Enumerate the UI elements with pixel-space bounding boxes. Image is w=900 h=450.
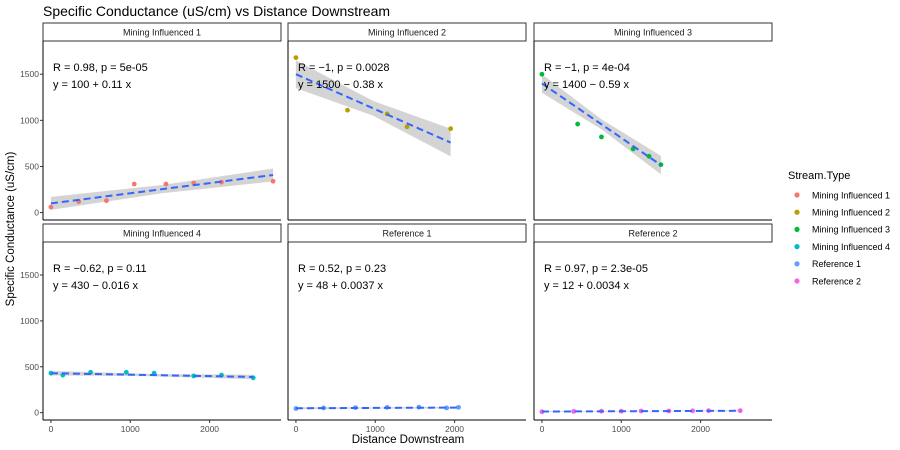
legend-key: [794, 192, 800, 198]
facet-panel: Reference 2 0 1000 2000 R = 0.97, p = 2.3e-0…: [533, 223, 773, 434]
y-tick-label: 0: [34, 208, 39, 218]
y-tick-label: 500: [25, 362, 39, 372]
correlation-annotation: R = 0.98, p = 5e-05: [53, 62, 148, 74]
x-tick-label: 2000: [200, 424, 219, 434]
regression-equation: y = 1400 − 0.59 x: [544, 79, 630, 91]
data-point: [345, 107, 350, 113]
legend-label: Reference 2: [812, 276, 861, 286]
facet-strip: [42, 223, 282, 243]
correlation-annotation: R = 0.52, p = 0.23: [298, 263, 386, 275]
data-point: [539, 71, 545, 77]
legend-key: [794, 244, 800, 250]
legend-key: [794, 261, 800, 267]
x-tick-label: 0: [540, 424, 545, 434]
facet-strip-label: Mining Influenced 2: [368, 28, 446, 38]
data-point: [163, 181, 169, 187]
legend-label: Mining Influenced 2: [812, 208, 890, 218]
data-point: [690, 408, 696, 414]
y-axis-label: Specific Conductance (uS/cm): [5, 151, 17, 306]
regression-line: [50, 173, 274, 205]
regression-equation: y = 1500 − 0.38 x: [298, 79, 384, 91]
legend-key: [794, 209, 800, 215]
confidence-band: [295, 60, 451, 157]
regression-equation: y = 100 + 0.11 x: [53, 79, 132, 91]
regression-line: [541, 82, 662, 166]
data-point: [270, 178, 276, 184]
x-tick-label: 2000: [691, 424, 710, 434]
data-point: [123, 369, 129, 375]
correlation-annotation: R = 0.97, p = 2.3e-05: [544, 263, 648, 275]
y-tick-label: 1000: [20, 115, 39, 125]
legend-label: Mining Influenced 3: [812, 225, 890, 235]
data-point: [131, 181, 137, 187]
x-tick-label: 0: [294, 424, 299, 434]
correlation-annotation: R = −1, p = 4e-04: [544, 62, 630, 74]
regression-line: [295, 73, 452, 144]
y-tick-label: 500: [25, 161, 39, 171]
facet-panel: Mining Influenced 2 R = −1, p = 0.0028 y =…: [287, 22, 527, 221]
data-point: [571, 408, 577, 414]
data-point: [448, 126, 454, 132]
y-tick-label: 1500: [20, 270, 39, 280]
y-tick-label: 1000: [20, 316, 39, 326]
data-point: [293, 55, 299, 61]
x-tick-label: 0: [49, 424, 54, 434]
facet-strip-label: Mining Influenced 3: [614, 28, 692, 38]
facet-strip: [287, 223, 527, 243]
y-tick-label: 0: [34, 408, 39, 418]
regression-line: [541, 409, 741, 413]
facet-panel: Mining Influenced 4 0 500 1000 1500 0 1000 2000…: [20, 223, 282, 434]
data-point: [456, 404, 461, 410]
regression-equation: y = 12 + 0.0034 x: [544, 280, 630, 292]
correlation-annotation: R = −1, p = 0.0028: [298, 62, 389, 74]
data-point: [599, 134, 604, 140]
facet-panel: Reference 1 0 1000 2000 R = 0.52, p = 0.23 y …: [287, 223, 527, 434]
facet-panel: Mining Influenced 1 0 500 1000 1500 R = 0.98,…: [20, 22, 282, 221]
correlation-annotation: R = −0.62, p = 0.11: [53, 263, 147, 275]
x-axis-label: Distance Downstream: [352, 434, 464, 446]
data-point: [104, 198, 109, 204]
legend-label: Mining Influenced 4: [812, 242, 890, 252]
regression-equation: y = 48 + 0.0037 x: [298, 280, 384, 292]
facet-strip: [42, 22, 282, 42]
legend-key: [794, 226, 800, 232]
x-tick-label: 1000: [121, 424, 140, 434]
x-tick-label: 2000: [445, 424, 464, 434]
data-point: [404, 124, 410, 130]
facet-strip: [287, 22, 527, 42]
data-point: [575, 121, 581, 127]
facet-panels: Mining Influenced 1 0 500 1000 1500 R = 0.98,…: [20, 22, 773, 434]
x-tick-label: 1000: [612, 424, 631, 434]
data-point: [48, 204, 54, 210]
data-point: [191, 373, 197, 379]
facet-strip-label: Reference 2: [628, 229, 677, 239]
legend-label: Mining Influenced 1: [812, 190, 890, 200]
legend-title: Stream.Type: [788, 170, 850, 182]
legend-key: [794, 278, 800, 284]
regression-line: [50, 372, 254, 378]
facet-strip-label: Mining Influenced 1: [123, 28, 201, 38]
y-tick-label: 1500: [20, 69, 39, 79]
data-point: [539, 409, 545, 415]
facet-strip-label: Reference 1: [382, 229, 431, 239]
facet-strip: [533, 223, 773, 243]
regression-line: [295, 406, 459, 410]
x-tick-label: 1000: [366, 424, 385, 434]
chart-title: Specific Conductance (uS/cm) vs Distance…: [43, 3, 390, 19]
facet-strip: [533, 22, 773, 42]
legend-label: Reference 1: [812, 259, 861, 269]
facet-panel: Mining Influenced 3 R = −1, p = 4e-04 y = …: [533, 22, 773, 221]
facet-strip-label: Mining Influenced 4: [123, 229, 201, 239]
data-point: [737, 408, 743, 414]
regression-equation: y = 430 − 0.016 x: [53, 280, 139, 292]
legend: Stream.Type Mining Influenced 1 Mining In…: [788, 170, 890, 286]
